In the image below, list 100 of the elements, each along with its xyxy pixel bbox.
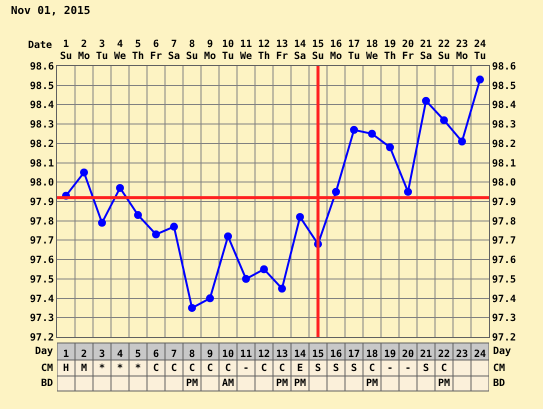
- text: Su: [312, 51, 324, 62]
- point: [404, 188, 412, 196]
- point: [242, 274, 250, 283]
- y-tick-label: 97.2: [30, 332, 54, 344]
- x-tick-label: 11: [240, 349, 252, 360]
- x2-tick-label: 14: [294, 39, 306, 50]
- text: PM: [294, 378, 306, 389]
- text: C: [369, 363, 376, 374]
- x-tick-label: 20: [402, 349, 414, 360]
- point: [458, 137, 466, 146]
- text: Mo: [78, 51, 90, 62]
- text: Fr: [150, 51, 162, 62]
- text: M: [81, 363, 88, 374]
- y-tick-label: 97.8: [30, 216, 54, 228]
- point: [440, 116, 448, 124]
- text: Day: [493, 346, 512, 357]
- y-tick-label: 98.1: [30, 158, 54, 170]
- y-tick-label: 97.9: [30, 197, 54, 208]
- text: S: [333, 363, 340, 374]
- y-tick-label: 97.7: [30, 236, 54, 247]
- y-tick-label: 98.4: [30, 100, 54, 112]
- x2-tick-label: 1: [62, 39, 70, 50]
- point: [206, 294, 214, 302]
- text: C: [171, 363, 178, 374]
- text: S: [315, 363, 322, 374]
- x2-tick-label: 7: [170, 39, 178, 50]
- point: [188, 304, 196, 312]
- y-tick-label: 98.6: [30, 62, 54, 72]
- x-tick-label: 21: [420, 349, 432, 360]
- text: Tu: [96, 51, 108, 62]
- x2-tick-label: 13: [276, 39, 288, 50]
- y2-tick-label: 97.6: [492, 255, 516, 266]
- text: Su: [438, 51, 450, 62]
- point: [116, 184, 124, 192]
- text: C: [261, 363, 268, 374]
- text: Tu: [348, 51, 360, 62]
- text: -: [387, 363, 394, 374]
- x2-tick-label: 10: [222, 39, 234, 50]
- point: [350, 126, 358, 134]
- text: Fr: [402, 51, 414, 62]
- text: Th: [384, 51, 396, 62]
- y2-tick-label: 98.1: [492, 158, 516, 170]
- x2-tick-label: 11: [240, 39, 252, 50]
- text: PM: [186, 378, 198, 389]
- text: E: [297, 363, 304, 374]
- text: Mo: [330, 51, 342, 62]
- text: C: [153, 363, 160, 374]
- text: Tu: [222, 51, 234, 62]
- x2-tick-label: 3: [98, 39, 106, 50]
- x2-tick-label: 17: [348, 39, 360, 50]
- x2-tick-label: 9: [206, 39, 214, 50]
- y2-tick-label: 97.3: [492, 313, 516, 324]
- point: [422, 96, 430, 105]
- y2-tick-label: 97.8: [492, 216, 516, 228]
- x-tick-label: 2: [80, 349, 88, 360]
- y2-tick-label: 98.4: [492, 100, 516, 112]
- y2-tick-label: 98.6: [492, 62, 516, 72]
- x-tick-label: 23: [456, 349, 468, 360]
- text: We: [114, 51, 126, 62]
- text: Mo: [456, 51, 468, 62]
- x-tick-label: 7: [170, 349, 178, 360]
- text: H: [63, 363, 70, 374]
- text: C: [279, 363, 286, 374]
- y2-tick-label: 98.5: [492, 80, 516, 92]
- text: S: [423, 363, 430, 374]
- x-tick-label: 24: [474, 349, 486, 360]
- x-tick-label: 14: [294, 349, 306, 360]
- x-axis-title: Day: [35, 346, 54, 357]
- point: [170, 222, 178, 231]
- x2-axis-title: Date: [28, 40, 52, 51]
- x2-tick-label: 2: [80, 39, 88, 50]
- point: [152, 230, 160, 238]
- point: [476, 76, 484, 84]
- x-tick-label: 22: [438, 349, 450, 360]
- chart-title: Nov 01, 2015: [10, 4, 90, 17]
- x2-tick-label: 23: [456, 39, 468, 50]
- text: Sa: [294, 51, 306, 62]
- x2-tick-label: 6: [152, 39, 160, 50]
- x-tick-label: 1: [62, 349, 70, 360]
- x2-tick-label: 5: [134, 39, 142, 50]
- x2-tick-label: 24: [474, 39, 486, 50]
- x2-tick-label: 21: [420, 39, 432, 50]
- x2-tick-label: 8: [188, 39, 196, 50]
- text: Su: [60, 51, 72, 62]
- text: Mo: [204, 51, 216, 62]
- x2-tick-label: 12: [258, 39, 270, 50]
- y-tick-label: 98.5: [30, 80, 54, 92]
- y2-tick-label: 98.2: [492, 138, 516, 150]
- text: Su: [186, 51, 198, 62]
- point: [296, 212, 304, 221]
- x-tick-label: 19: [384, 349, 396, 360]
- y2-tick-label: 97.9: [492, 197, 516, 208]
- x2-tick-label: 16: [330, 39, 342, 50]
- text: Sa: [168, 51, 180, 62]
- y-tick-label: 97.3: [30, 313, 54, 324]
- y2-tick-label: 97.2: [492, 332, 516, 344]
- text: We: [366, 51, 378, 62]
- text: AM: [222, 378, 234, 389]
- text: CM: [493, 363, 506, 374]
- x-tick-label: 8: [188, 349, 196, 360]
